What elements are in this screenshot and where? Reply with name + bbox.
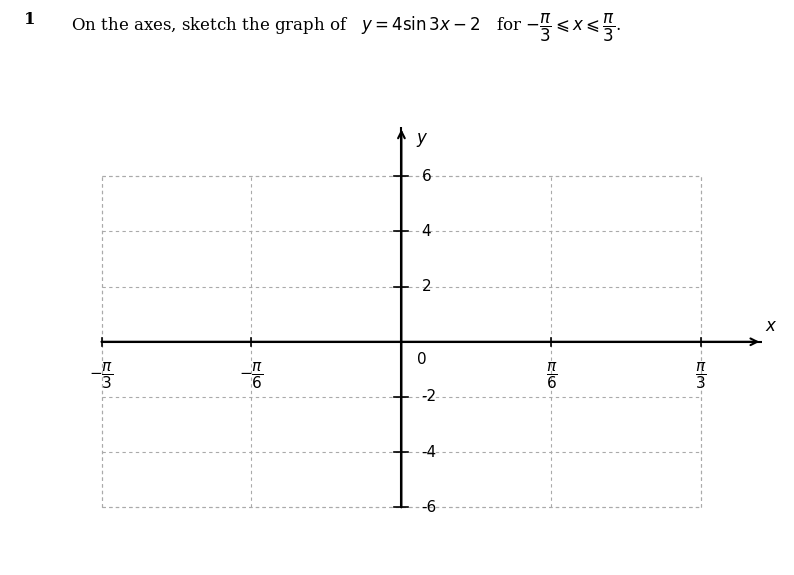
Text: -2: -2 [422, 389, 437, 404]
Text: $0$: $0$ [416, 351, 426, 367]
Text: $-\dfrac{\pi}{3}$: $-\dfrac{\pi}{3}$ [89, 361, 114, 391]
Text: 1: 1 [24, 12, 35, 29]
Text: 4: 4 [422, 224, 431, 239]
Text: 6: 6 [422, 168, 431, 183]
Text: $y$: $y$ [416, 131, 428, 149]
Text: $-\dfrac{\pi}{6}$: $-\dfrac{\pi}{6}$ [239, 361, 264, 391]
Text: $x$: $x$ [765, 317, 777, 335]
Text: $\dfrac{\pi}{3}$: $\dfrac{\pi}{3}$ [696, 361, 707, 391]
Text: -6: -6 [422, 500, 437, 515]
Text: -4: -4 [422, 444, 437, 459]
Text: On the axes, sketch the graph of   $y = 4\sin 3x - 2$   for $-\dfrac{\pi}{3} \le: On the axes, sketch the graph of $y = 4\… [71, 12, 622, 44]
Text: 2: 2 [422, 279, 431, 294]
Text: $\dfrac{\pi}{6}$: $\dfrac{\pi}{6}$ [545, 361, 557, 391]
